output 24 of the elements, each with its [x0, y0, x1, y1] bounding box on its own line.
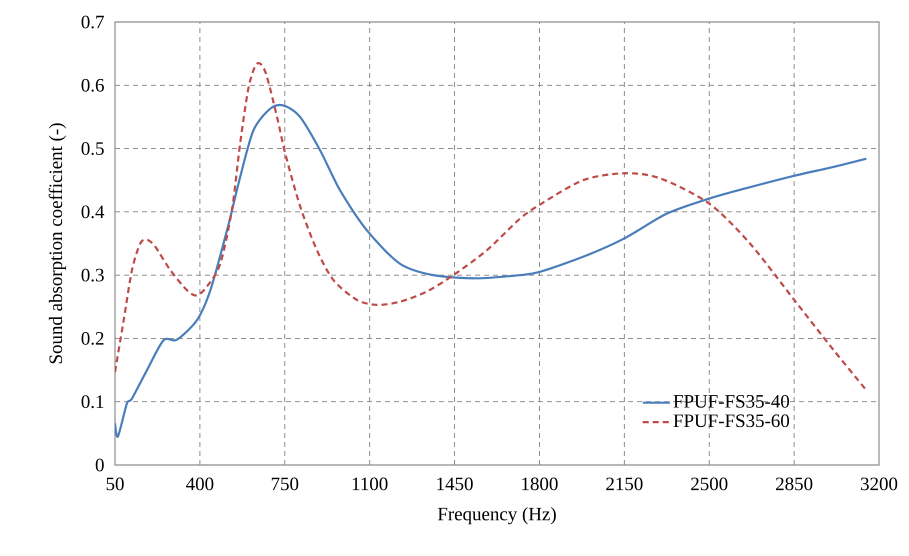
y-tick-label: 0.1 [82, 395, 104, 408]
y-tick-label: 0.6 [82, 78, 104, 92]
y-tick-label: 0.3 [82, 268, 104, 282]
y-tick-label: 0.4 [82, 205, 104, 218]
y-tick-label: 0.2 [82, 332, 104, 345]
legend-label: FPUF-FS35-40 [674, 394, 790, 408]
x-tick-label: 1800 [522, 478, 558, 490]
x-axis-title: Frequency (Hz) [438, 507, 556, 524]
line-series [115, 104, 868, 438]
x-tick-label: 2150 [606, 478, 643, 490]
y-axis-title: Sound absorption coefficient (-) [48, 123, 66, 364]
x-tick-label: 2500 [691, 478, 728, 490]
y-tick-label: 0 [96, 458, 104, 472]
y-tick-label: 0.5 [82, 142, 104, 155]
legend-label: FPUF-FS35-60 [674, 414, 790, 428]
x-tick-label: 1450 [437, 478, 473, 490]
line-series [115, 62, 868, 392]
x-tick-label: 750 [272, 478, 298, 490]
x-tick-label: 400 [186, 478, 214, 490]
y-tick-label: 0.7 [82, 16, 104, 28]
x-tick-label: 1100 [352, 478, 388, 490]
x-tick-label: 50 [106, 478, 124, 490]
x-tick-label: 3200 [860, 478, 898, 490]
x-tick-label: 2850 [776, 478, 812, 490]
